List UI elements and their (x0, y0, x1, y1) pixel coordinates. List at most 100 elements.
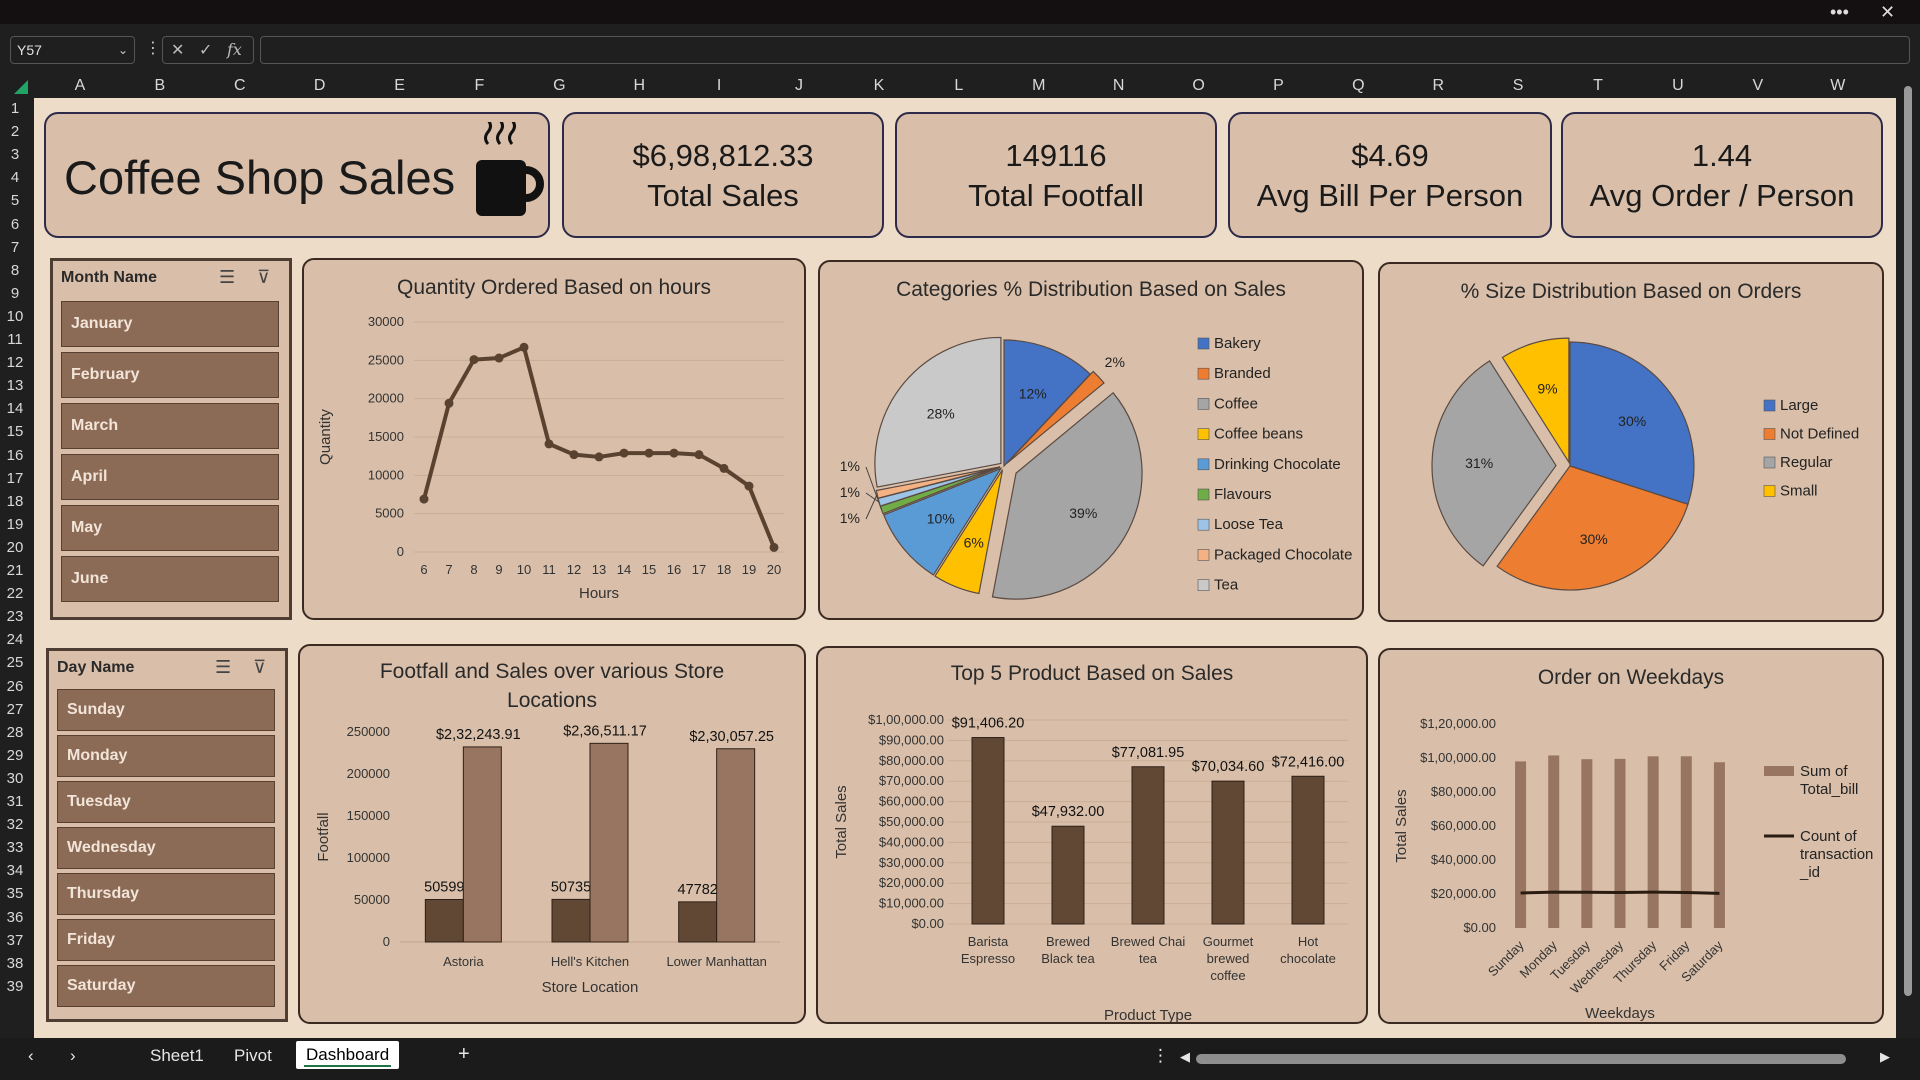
column-header[interactable]: B (154, 77, 166, 94)
column-header[interactable]: O (1192, 77, 1205, 94)
formula-input[interactable] (260, 36, 1910, 64)
column-header[interactable]: K (873, 77, 885, 94)
column-header[interactable]: C (233, 77, 246, 94)
row-header[interactable]: 6 (10, 215, 20, 233)
column-header[interactable]: P (1273, 77, 1284, 94)
row-header[interactable]: 22 (6, 585, 24, 603)
row-header[interactable]: 1 (10, 100, 20, 117)
slicer-item-saturday[interactable]: Saturday (57, 965, 275, 1007)
row-header[interactable]: 17 (6, 469, 24, 487)
row-header[interactable]: 7 (10, 238, 20, 256)
prev-sheet-icon[interactable]: ‹ (28, 1046, 34, 1065)
function-icon[interactable]: fx (227, 40, 242, 59)
column-header[interactable]: T (1593, 77, 1603, 94)
column-header[interactable]: Q (1352, 77, 1365, 94)
row-header[interactable]: 21 (6, 562, 24, 579)
row-header[interactable]: 36 (6, 908, 24, 926)
slicer-item-thursday[interactable]: Thursday (57, 873, 275, 915)
name-box[interactable]: Y57 ⌄ (10, 36, 135, 64)
column-header[interactable]: V (1752, 77, 1764, 94)
row-header[interactable]: 32 (6, 816, 24, 834)
row-header[interactable]: 11 (7, 331, 23, 348)
slicer-item-june[interactable]: June (61, 556, 279, 602)
slicer-item-sunday[interactable]: Sunday (57, 689, 275, 731)
column-header[interactable]: A (74, 77, 86, 94)
slicer-item-wednesday[interactable]: Wednesday (57, 827, 275, 869)
multi-select-icon[interactable]: ☰ (219, 267, 236, 287)
column-header[interactable]: R (1432, 77, 1445, 94)
column-header[interactable]: G (553, 77, 566, 94)
slicer-item-february[interactable]: February (61, 352, 279, 398)
tab-sheet1[interactable]: Sheet1 (150, 1046, 204, 1065)
row-header[interactable]: 30 (6, 769, 24, 787)
row-header[interactable]: 29 (6, 746, 24, 764)
scroll-right-icon[interactable]: ▶ (1880, 1049, 1890, 1064)
row-header[interactable]: 24 (6, 631, 24, 649)
row-header[interactable]: 15 (6, 423, 24, 441)
column-header[interactable]: I (716, 77, 722, 94)
row-header[interactable]: 9 (10, 284, 20, 302)
slicer-item-april[interactable]: April (61, 454, 279, 500)
vertical-scrollbar[interactable] (1896, 74, 1920, 1038)
column-header[interactable]: U (1672, 77, 1684, 94)
column-header[interactable]: J (795, 77, 804, 94)
row-header[interactable]: 34 (6, 862, 24, 880)
row-header[interactable]: 2 (10, 123, 20, 141)
slicer-item-tuesday[interactable]: Tuesday (57, 781, 275, 823)
row-header[interactable]: 28 (6, 723, 24, 741)
column-header[interactable]: S (1512, 77, 1524, 94)
stores-chart-panel[interactable]: Footfall and Sales over various Store Lo… (298, 644, 806, 1024)
select-all-corner[interactable] (14, 80, 28, 94)
row-header[interactable]: 10 (6, 307, 24, 325)
products-chart-panel[interactable]: Top 5 Product Based on Sales $0.00 $10,00… (816, 646, 1368, 1024)
column-header[interactable]: M (1032, 77, 1046, 94)
clear-filter-icon[interactable]: ⊽ (257, 267, 271, 287)
chevron-down-icon[interactable]: ⌄ (117, 43, 128, 57)
clear-filter-icon[interactable]: ⊽ (253, 657, 267, 677)
more-options-icon[interactable]: ••• (1830, 2, 1849, 22)
slicer-item-friday[interactable]: Friday (57, 919, 275, 961)
row-header[interactable]: 12 (6, 354, 24, 372)
row-header[interactable]: 5 (10, 192, 20, 210)
row-header[interactable]: 35 (6, 885, 24, 903)
close-icon[interactable]: ✕ (1880, 2, 1896, 22)
row-header[interactable]: 25 (6, 654, 24, 672)
column-header[interactable]: D (313, 77, 326, 94)
row-header[interactable]: 31 (6, 793, 24, 810)
more-icon[interactable]: ⋮ (145, 40, 161, 57)
row-header[interactable]: 13 (6, 377, 24, 395)
column-header[interactable]: H (633, 77, 646, 94)
multi-select-icon[interactable]: ☰ (215, 657, 232, 677)
add-sheet-icon[interactable]: + (458, 1043, 470, 1065)
slicer-item-monday[interactable]: Monday (57, 735, 275, 777)
row-header[interactable]: 39 (6, 977, 24, 995)
column-header[interactable]: L (954, 77, 964, 94)
horizontal-scroll-thumb[interactable] (1196, 1054, 1846, 1064)
tab-dashboard[interactable]: Dashboard (296, 1041, 400, 1069)
row-header[interactable]: 8 (10, 261, 20, 279)
row-header[interactable]: 33 (6, 839, 24, 857)
scroll-thumb[interactable] (1904, 86, 1912, 996)
next-sheet-icon[interactable]: › (70, 1046, 76, 1065)
column-header[interactable]: N (1112, 77, 1125, 94)
enter-icon[interactable]: ✓ (199, 42, 213, 59)
row-header[interactable]: 19 (6, 515, 24, 533)
hours-chart-panel[interactable]: Quantity Ordered Based on hours 0 5000 100… (302, 258, 806, 620)
column-header[interactable]: W (1830, 77, 1846, 94)
row-header[interactable]: 18 (6, 492, 24, 510)
column-header[interactable]: E (394, 77, 405, 94)
row-header[interactable]: 14 (6, 400, 24, 418)
row-header[interactable]: 16 (6, 446, 24, 464)
row-header[interactable]: 4 (10, 169, 20, 187)
more-icon[interactable]: ⋮ (1152, 1046, 1169, 1065)
categories-chart-panel[interactable]: Categories % Distribution Based on Sales… (818, 260, 1364, 620)
scroll-left-icon[interactable]: ◀ (1180, 1049, 1190, 1064)
row-header[interactable]: 37 (6, 931, 24, 949)
row-header[interactable]: 3 (10, 146, 20, 164)
tab-pivot[interactable]: Pivot (234, 1046, 272, 1065)
slicer-item-january[interactable]: January (61, 301, 279, 347)
column-header[interactable]: F (474, 77, 485, 94)
sizes-chart-panel[interactable]: % Size Distribution Based on Orders 30% 3… (1378, 262, 1884, 622)
cancel-icon[interactable]: ✕ (171, 42, 185, 59)
slicer-item-march[interactable]: March (61, 403, 279, 449)
